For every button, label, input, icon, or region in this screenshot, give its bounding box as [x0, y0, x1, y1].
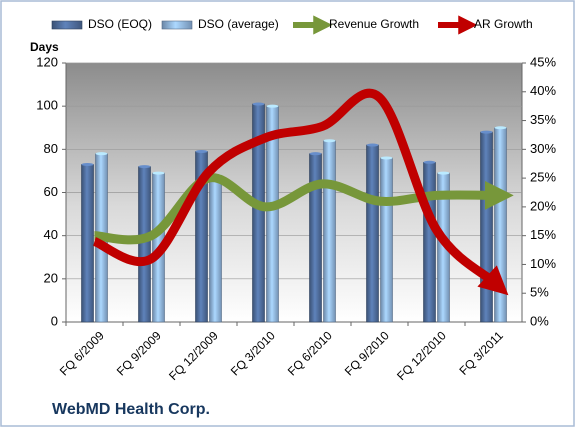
bar-cap [494, 126, 507, 130]
bar [81, 164, 94, 323]
y2-tick-label: 5% [530, 285, 549, 300]
line [92, 88, 509, 296]
bar-cap [323, 139, 336, 143]
bar-cap [95, 152, 108, 156]
y2-tick-label: 30% [530, 141, 556, 156]
bar-cap [266, 104, 279, 108]
bar [323, 140, 336, 323]
bar-cap [480, 130, 493, 134]
y2-tick-label: 20% [530, 198, 556, 213]
y-tick-label: 100 [36, 98, 58, 113]
legend-label: DSO (EOQ) [88, 17, 152, 31]
bar-cap [309, 152, 322, 156]
legend-swatch [161, 20, 193, 30]
y2-tick-label: 40% [530, 83, 556, 98]
legend-label: DSO (average) [198, 17, 279, 31]
chart-title: WebMD Health Corp. [52, 401, 210, 418]
legend-label: Revenue Growth [329, 17, 419, 31]
y-tick-label: 40 [44, 227, 58, 242]
bar-cap [380, 156, 393, 160]
bar-cap [423, 160, 436, 164]
bar [494, 127, 507, 323]
y-axis-title: Days [30, 40, 59, 54]
bar-cap [252, 102, 265, 106]
legend-label: AR Growth [474, 17, 533, 31]
bar [480, 131, 493, 323]
y2-tick-label: 35% [530, 112, 556, 127]
bar-cap [81, 162, 94, 166]
bar [380, 157, 393, 323]
bar [209, 174, 222, 323]
bar [423, 161, 436, 323]
line [94, 173, 514, 245]
legend-swatch [51, 20, 83, 30]
bar-cap [152, 171, 165, 175]
bar-cap [195, 149, 208, 153]
y2-tick-label: 25% [530, 170, 556, 185]
bar [366, 144, 379, 323]
y-tick-label: 0 [51, 313, 58, 328]
y-tick-label: 120 [36, 54, 58, 69]
y2-tick-label: 0% [530, 313, 549, 328]
bar-cap [138, 165, 151, 169]
y-tick-label: 20 [44, 270, 58, 285]
y2-tick-label: 10% [530, 256, 556, 271]
y-tick-label: 80 [44, 141, 58, 156]
y-tick-label: 60 [44, 184, 58, 199]
bar-cap [366, 143, 379, 147]
bar-cap [437, 171, 450, 175]
bar [138, 166, 151, 323]
bar [309, 153, 322, 323]
y2-tick-label: 15% [530, 227, 556, 242]
y2-tick-label: 45% [530, 54, 556, 69]
